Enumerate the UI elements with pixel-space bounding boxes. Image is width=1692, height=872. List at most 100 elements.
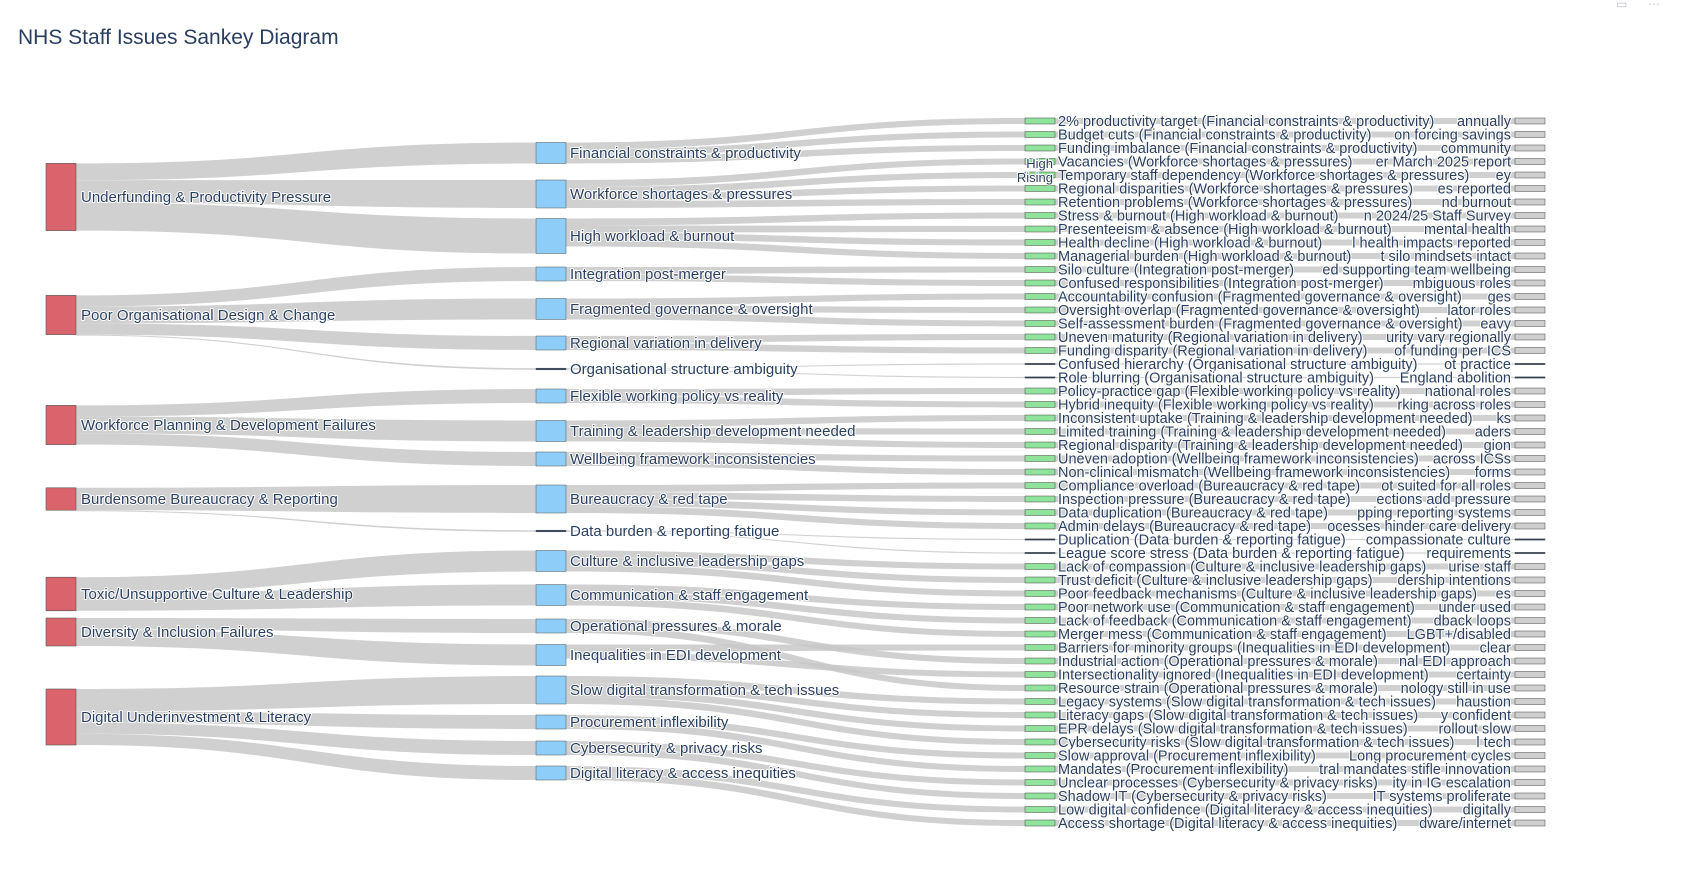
leaf-node[interactable] <box>1024 711 1056 719</box>
leaf-node[interactable] <box>1024 468 1056 476</box>
root-node-diversity-inclusion-failures[interactable] <box>45 617 77 647</box>
leaf-node[interactable] <box>1024 644 1056 651</box>
leaf-node[interactable] <box>1024 185 1056 192</box>
category-node-data-burden-reporting-fatigue[interactable] <box>535 529 567 533</box>
link-end-confused-responsibilities-integration-post-merger[interactable] <box>1055 280 1515 286</box>
link-stress-burnout-high-workload-burnout[interactable] <box>566 212 1025 226</box>
end-node[interactable] <box>1514 617 1546 624</box>
link-end-access-shortage-digital-literacy-access-inequities[interactable] <box>1055 820 1515 826</box>
link-end-compliance-overload-bureaucracy-red-tape[interactable] <box>1055 482 1515 489</box>
leaf-node[interactable] <box>1024 684 1056 692</box>
end-node[interactable] <box>1514 590 1546 597</box>
end-node[interactable] <box>1514 819 1546 827</box>
end-node[interactable] <box>1514 779 1546 786</box>
zoom-icon[interactable]: ▭ <box>1616 0 1628 11</box>
end-node[interactable] <box>1514 171 1546 179</box>
category-node-fragmented-governance-oversight[interactable] <box>535 298 567 320</box>
link-end-inconsistent-uptake-training-leadership-development-needed[interactable] <box>1055 415 1515 421</box>
leaf-node[interactable] <box>1024 630 1056 638</box>
end-node[interactable] <box>1514 333 1546 341</box>
link-digital-underinvestment-literacy-to-procurement-inflexibility[interactable] <box>76 711 536 729</box>
link-end-self-assessment-burden-fragmented-governance-oversight[interactable] <box>1055 320 1515 327</box>
end-node[interactable] <box>1514 320 1546 327</box>
link-mandates-procurement-inflexibility[interactable] <box>566 722 1025 772</box>
leaf-node[interactable] <box>1024 266 1056 273</box>
end-node[interactable] <box>1514 347 1546 354</box>
link-poor-organisational-design-change-to-integration-post-merger[interactable] <box>76 267 536 307</box>
link-end-retention-problems-workforce-shortages-pressures[interactable] <box>1055 199 1515 205</box>
link-merger-mess-communication-staff-engagement[interactable] <box>566 598 1025 638</box>
link-end-oversight-overlap-fragmented-governance-oversight[interactable] <box>1055 307 1515 313</box>
link-end-temporary-staff-dependency-workforce-shortages-pressures[interactable] <box>1055 172 1515 178</box>
leaf-node[interactable] <box>1024 333 1056 341</box>
link-end-uneven-maturity-regional-variation-in-delivery[interactable] <box>1055 334 1515 340</box>
link-poor-organisational-design-change-to-organisational-structure-ambiguity[interactable] <box>76 334 536 370</box>
link-league-score-stress-data-burden-reporting-fatigue[interactable] <box>566 531 1025 554</box>
end-node[interactable] <box>1514 509 1546 516</box>
leaf-node[interactable] <box>1024 225 1056 233</box>
link-managerial-burden-high-workload-burnout[interactable] <box>566 239 1025 260</box>
leaf-node[interactable] <box>1024 806 1056 813</box>
more-icon[interactable]: ⋯ <box>1648 0 1660 11</box>
root-node-workforce-planning-development-failures[interactable] <box>45 405 77 445</box>
link-legacy-systems-slow-digital-transformation-tech-issues[interactable] <box>566 676 1025 705</box>
end-node[interactable] <box>1514 698 1546 705</box>
end-node[interactable] <box>1514 239 1546 246</box>
category-node-organisational-structure-ambiguity[interactable] <box>535 367 567 371</box>
link-inconsistent-uptake-training-leadership-development-needed[interactable] <box>566 415 1025 428</box>
end-node[interactable] <box>1514 376 1546 379</box>
end-node[interactable] <box>1514 428 1546 435</box>
link-compliance-overload-bureaucracy-red-tape[interactable] <box>566 482 1025 493</box>
link-accountability-confusion-fragmented-governance-oversight[interactable] <box>566 293 1025 306</box>
link-underfunding-productivity-pressure-to-financial-constraints-productivity[interactable] <box>76 142 536 181</box>
link-low-digital-confidence-digital-literacy-access-inequities[interactable] <box>566 766 1025 813</box>
leaf-node[interactable] <box>1024 590 1056 597</box>
leaf-node[interactable] <box>1024 320 1056 327</box>
link-access-shortage-digital-literacy-access-inequities[interactable] <box>566 773 1025 826</box>
link-2-productivity-target-financial-constraints-productivity[interactable] <box>566 118 1025 150</box>
root-node-burdensome-bureaucracy-reporting[interactable] <box>45 487 77 511</box>
link-duplication-data-burden-reporting-fatigue[interactable] <box>566 530 1025 541</box>
link-end-policy-practice-gap-flexible-working-policy-vs-reality[interactable] <box>1055 388 1515 394</box>
link-poor-organisational-design-change-to-regional-variation-in-delivery[interactable] <box>76 323 536 350</box>
end-node[interactable] <box>1514 552 1546 554</box>
link-end-vacancies-workforce-shortages-pressures[interactable] <box>1055 158 1515 165</box>
leaf-node[interactable] <box>1024 552 1056 554</box>
end-node[interactable] <box>1514 185 1546 192</box>
link-industrial-action-operational-pressures-morale[interactable] <box>566 619 1025 664</box>
link-data-duplication-bureaucracy-red-tape[interactable] <box>566 499 1025 516</box>
end-node[interactable] <box>1514 644 1546 651</box>
category-node-regional-variation-in-delivery[interactable] <box>535 335 567 351</box>
link-regional-disparities-workforce-shortages-pressures[interactable] <box>566 185 1025 202</box>
leaf-node[interactable] <box>1024 158 1056 165</box>
link-admin-delays-bureaucracy-red-tape[interactable] <box>566 506 1025 529</box>
link-underfunding-productivity-pressure-to-high-workload-burnout[interactable] <box>76 202 536 254</box>
link-end-poor-feedback-mechanisms-culture-inclusive-leadership-gaps[interactable] <box>1055 590 1515 597</box>
link-end-stress-burnout-high-workload-burnout[interactable] <box>1055 212 1515 219</box>
link-funding-disparity-regional-variation-in-delivery[interactable] <box>566 343 1025 354</box>
end-node[interactable] <box>1514 117 1546 125</box>
end-node[interactable] <box>1514 131 1546 138</box>
link-end-legacy-systems-slow-digital-transformation-tech-issues[interactable] <box>1055 698 1515 705</box>
link-end-2-productivity-target-financial-constraints-productivity[interactable] <box>1055 118 1515 124</box>
link-end-unclear-processes-cybersecurity-privacy-risks[interactable] <box>1055 779 1515 786</box>
leaf-node[interactable] <box>1024 752 1056 759</box>
link-shadow-it-cybersecurity-privacy-risks[interactable] <box>566 748 1025 799</box>
end-node[interactable] <box>1514 738 1546 746</box>
end-node[interactable] <box>1514 792 1546 800</box>
link-end-regional-disparity-training-leadership-development-needed[interactable] <box>1055 442 1515 448</box>
link-end-barriers-for-minority-groups-inequalities-in-edi-development[interactable] <box>1055 644 1515 651</box>
link-end-non-clinical-mismatch-wellbeing-framework-inconsistencies[interactable] <box>1055 469 1515 475</box>
link-end-role-blurring-organisational-structure-ambiguity[interactable] <box>1055 376 1515 379</box>
link-end-uneven-adoption-wellbeing-framework-inconsistencies[interactable] <box>1055 455 1515 462</box>
leaf-node[interactable] <box>1024 495 1056 503</box>
leaf-node[interactable] <box>1024 144 1056 152</box>
link-end-low-digital-confidence-digital-literacy-access-inequities[interactable] <box>1055 806 1515 813</box>
link-end-health-decline-high-workload-burnout[interactable] <box>1055 239 1515 246</box>
link-limited-training-training-leadership-development-needed[interactable] <box>566 427 1025 435</box>
leaf-node[interactable] <box>1024 252 1056 260</box>
leaf-node[interactable] <box>1024 198 1056 206</box>
link-vacancies-workforce-shortages-pressures[interactable] <box>566 158 1025 188</box>
link-lack-of-compassion-culture-inclusive-leadership-gaps[interactable] <box>566 550 1025 570</box>
link-end-funding-imbalance-financial-constraints-productivity[interactable] <box>1055 145 1515 151</box>
